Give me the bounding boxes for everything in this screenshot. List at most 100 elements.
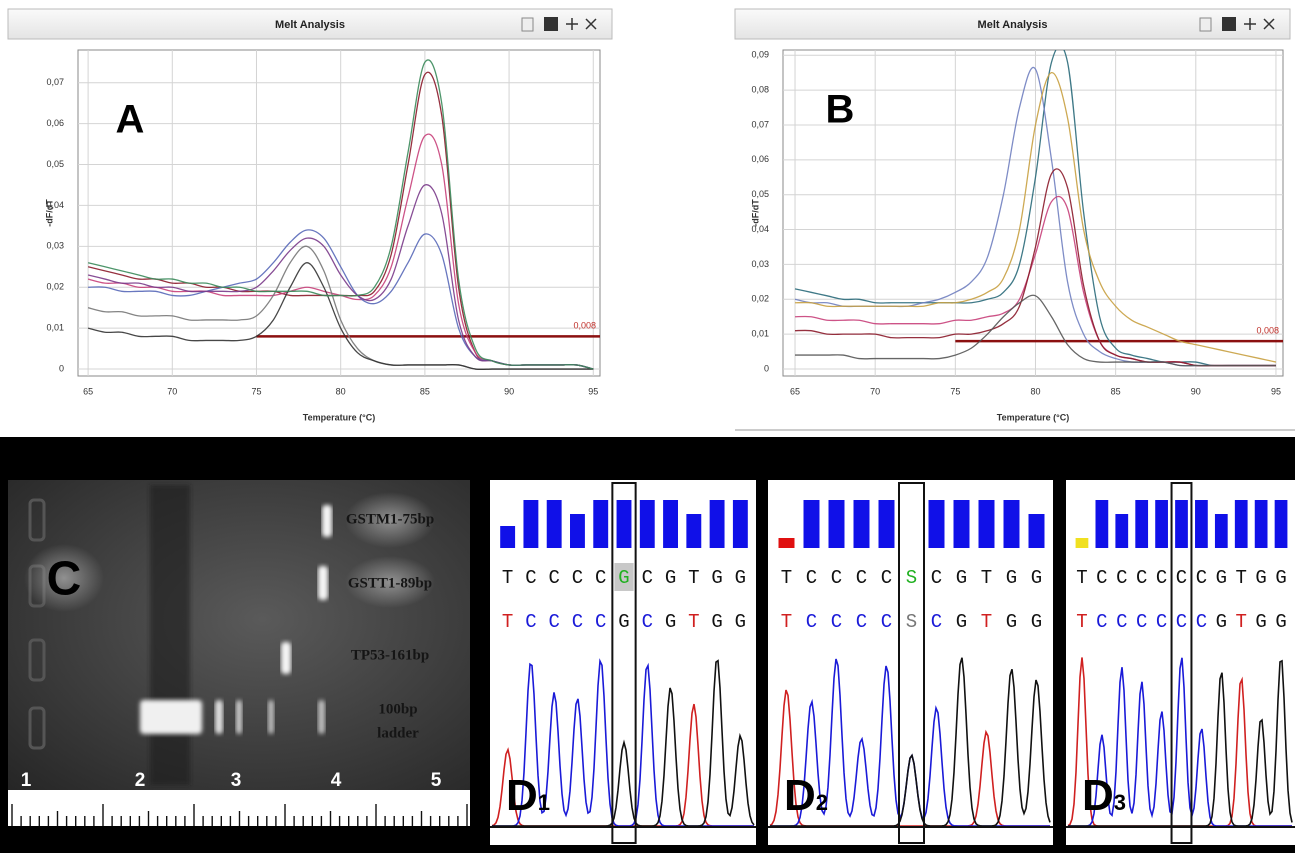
top-base: C [1156,567,1167,589]
x-tick-label: 70 [870,386,880,396]
quality-bar [500,526,516,548]
y-tick-label: 0,06 [46,118,64,128]
top-base: C [1116,567,1127,589]
column-box [1170,482,1193,844]
top-base: G [1216,567,1227,589]
ladder-label: 100bp [378,701,417,717]
x-tick-label: 70 [167,386,177,396]
top-base: G [618,567,629,589]
quality-bar [953,500,970,548]
bottom-base: C [1116,611,1127,633]
quality-bar [686,514,702,548]
top-base: G [1006,567,1017,589]
bottom-base: T [781,611,792,633]
top-base: C [1136,567,1147,589]
toolbar-icon [1222,17,1236,31]
quality-bar [1234,500,1248,548]
quality-bar [803,500,820,548]
bottom-base: G [1216,611,1227,633]
top-base: T [688,567,699,589]
bottom-base: T [688,611,699,633]
ruler-number: 5 [431,770,442,791]
quality-bar [1274,500,1288,548]
quality-bar [978,500,995,548]
quality-bar [593,500,609,548]
panel-label: B [826,88,855,132]
quality-bar [778,538,795,548]
ladder-band [268,700,274,734]
panel-label: D2 [784,771,828,820]
band [322,505,332,537]
y-tick-label: 0,04 [751,224,769,234]
y-axis-label: -dF/dT [750,199,760,227]
top-base: C [931,567,942,589]
bottom-base: G [665,611,676,633]
panel-letter: D [784,771,816,820]
quality-bar [853,500,870,548]
melt-curve [87,262,594,370]
bottom-base: T [981,611,992,633]
quality-bar [1135,500,1149,548]
bottom-base: T [1076,611,1087,633]
panel-subscript: 2 [816,790,828,815]
melt-curve [794,50,1276,367]
top-base: C [1196,567,1207,589]
quality-bar [570,514,585,548]
quality-bar [546,500,562,548]
quality-bar [1175,500,1188,548]
panel-subscript: 3 [1114,790,1126,815]
y-tick-label: 0 [59,363,64,373]
bottom-base: G [1275,611,1286,633]
top-base: G [956,567,967,589]
toolbar-icon [1263,18,1275,30]
top-base: G [1275,567,1286,589]
bottom-base: G [956,611,967,633]
panel-subscript: 1 [538,790,550,815]
x-tick-label: 80 [336,386,346,396]
bottom-base: C [881,611,892,633]
ladder-band [215,700,223,734]
x-tick-label: 90 [1191,386,1201,396]
x-tick-label: 65 [790,386,800,396]
ruler-number: 4 [331,770,342,791]
bottom-base: G [618,611,629,633]
top-base: C [1176,567,1187,589]
y-tick-label: 0 [764,363,769,373]
glow [24,544,104,612]
top-base: C [1096,567,1107,589]
quality-bar [1075,538,1089,548]
x-tick-label: 95 [588,386,598,396]
toolbar-icon [566,18,578,30]
quality-bar [639,500,655,548]
top-base: T [781,567,792,589]
panel-letter: D [1082,771,1114,820]
panel-letter: D [506,771,538,820]
top-base: G [1031,567,1042,589]
y-tick-label: 0,07 [46,77,64,87]
quality-bar [523,500,539,548]
x-tick-label: 75 [251,386,261,396]
x-axis-label: Temperature (°C) [303,412,375,422]
ladder-label: ladder [377,725,419,741]
quality-bar [878,500,895,548]
toolbar-icon [521,17,534,32]
bottom-base: C [831,611,842,633]
well [28,638,46,682]
y-tick-label: 0,02 [751,294,769,304]
ruler-number: 1 [21,770,32,791]
quality-bar [1254,500,1268,548]
bottom-base: G [711,611,722,633]
glow [345,556,435,608]
y-tick-label: 0,09 [751,50,769,60]
y-tick-label: 0,07 [751,119,769,129]
x-tick-label: 90 [504,386,514,396]
bottom-base: C [1136,611,1147,633]
band [318,566,328,600]
quality-bar [1028,514,1045,548]
lane-smear [150,485,190,785]
ladder-band [318,700,325,734]
toolbar-icon [585,18,597,30]
y-tick-label: 0,04 [46,200,64,210]
well [28,706,46,750]
bottom-base: S [906,611,917,633]
